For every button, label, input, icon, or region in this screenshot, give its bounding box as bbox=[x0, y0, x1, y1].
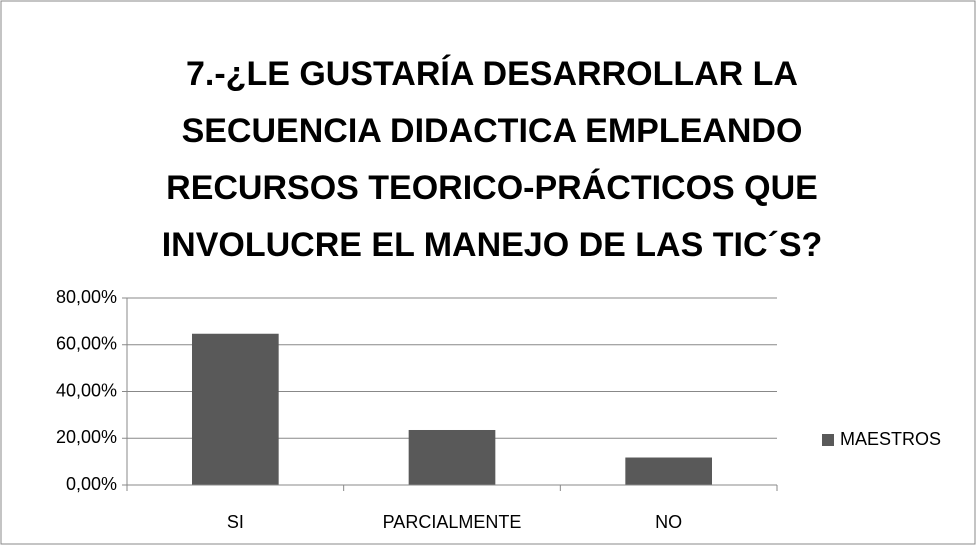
legend-swatch bbox=[822, 434, 834, 446]
bar bbox=[408, 429, 496, 485]
x-tick-label: NO bbox=[655, 512, 682, 532]
chart-title: RECURSOS TEORICO-PRÁCTICOS QUE bbox=[166, 169, 818, 207]
bar bbox=[625, 457, 712, 485]
y-tick-label: 60,00% bbox=[56, 334, 117, 354]
y-tick-label: 40,00% bbox=[56, 380, 117, 400]
y-tick-label: 20,00% bbox=[56, 427, 117, 447]
x-tick-label: PARCIALMENTE bbox=[383, 512, 522, 532]
chart-title: SECUENCIA DIDACTICA EMPLEANDO bbox=[182, 112, 803, 150]
chart-title: 7.-¿LE GUSTARÍA DESARROLLAR LA bbox=[186, 55, 798, 93]
legend-label: MAESTROS bbox=[840, 429, 941, 449]
y-tick-label: 80,00% bbox=[56, 287, 117, 307]
chart-title: INVOLUCRE EL MANEJO DE LAS TIC´S? bbox=[162, 226, 823, 264]
y-tick-label: 0,00% bbox=[66, 474, 117, 494]
bar bbox=[192, 333, 279, 485]
x-tick-label: SI bbox=[227, 512, 244, 532]
